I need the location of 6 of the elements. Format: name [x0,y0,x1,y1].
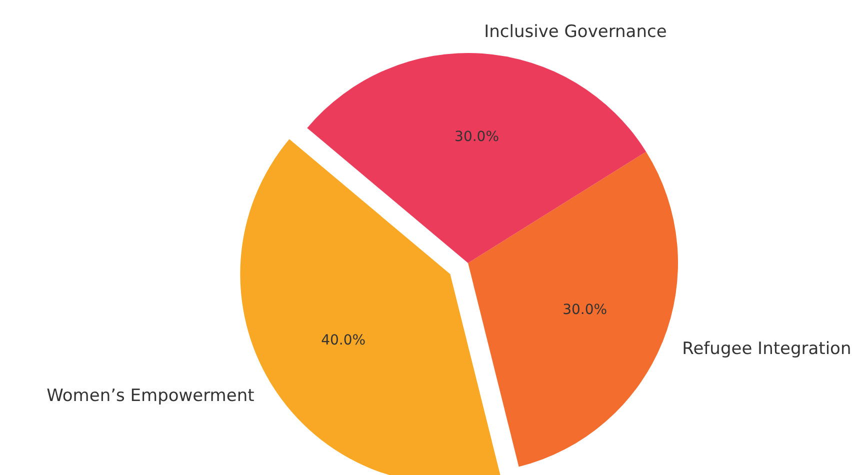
slice-label: Inclusive Governance [484,22,667,42]
slice-label: Women’s Empowerment [46,386,255,406]
data-label: 40.0% [321,332,366,349]
slice-label: Refugee Integration [682,339,852,360]
data-label: 30.0% [562,302,608,318]
data-label: 30.0% [454,129,500,146]
